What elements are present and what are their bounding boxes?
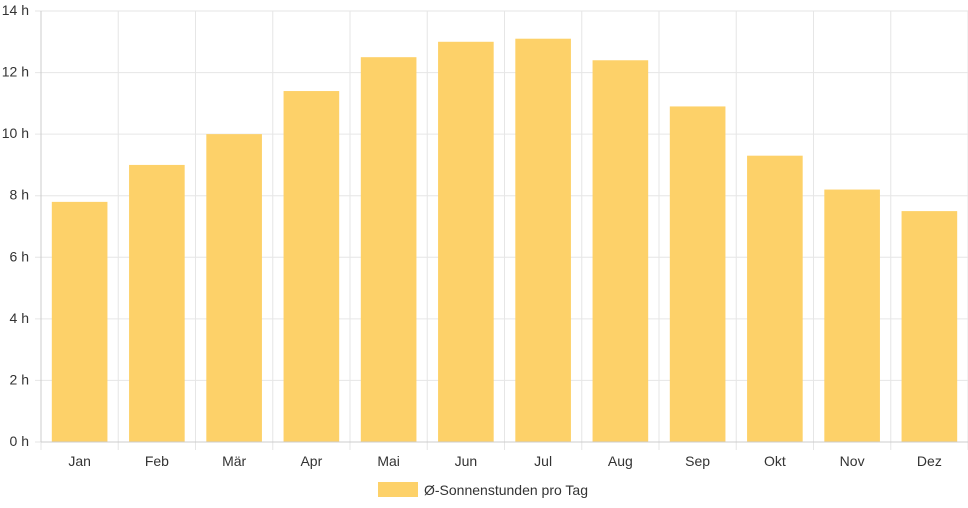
legend-label[interactable]: Ø-Sonnenstunden pro Tag <box>424 482 588 498</box>
x-tick-label: Mär <box>222 453 246 469</box>
y-tick-label: 8 h <box>10 187 29 203</box>
legend-swatch[interactable] <box>378 482 418 497</box>
bar <box>824 189 880 442</box>
bar <box>51 201 108 442</box>
bar-series <box>51 38 958 443</box>
x-tick-label: Aug <box>608 453 633 469</box>
y-tick-label: 12 h <box>2 64 29 80</box>
bar <box>206 134 262 442</box>
x-tick-label: Sep <box>685 453 710 469</box>
y-tick-label: 10 h <box>2 125 29 141</box>
bar <box>901 211 958 442</box>
x-tick-label: Jan <box>68 453 91 469</box>
x-tick-label: Feb <box>145 453 169 469</box>
bar <box>669 106 726 442</box>
x-tick-label: Mai <box>377 453 400 469</box>
x-tick-label: Okt <box>764 453 786 469</box>
x-tick-label: Nov <box>840 453 865 469</box>
y-tick-label: 14 h <box>2 2 29 18</box>
y-tick-label: 2 h <box>10 371 29 387</box>
bar <box>515 38 571 442</box>
x-tick-label: Dez <box>917 453 942 469</box>
x-tick-label: Apr <box>300 453 322 469</box>
bar <box>592 60 649 442</box>
y-tick-label: 4 h <box>10 310 29 326</box>
y-tick-label: 0 h <box>10 433 29 449</box>
bar <box>283 91 340 443</box>
y-tick-label: 6 h <box>10 248 29 264</box>
bar <box>360 57 417 443</box>
x-tick-label: Jun <box>455 453 478 469</box>
axes: 0 h 2 h 4 h 6 h 8 h 10 h 12 h 14 h Jan Feb Mär Apr M… <box>2 2 968 469</box>
bar <box>129 164 185 442</box>
bar <box>438 41 494 443</box>
grid-lines <box>35 10 968 450</box>
x-tick-label: Jul <box>534 453 552 469</box>
bar <box>747 155 803 442</box>
legend[interactable]: Ø-Sonnenstunden pro Tag <box>378 482 588 498</box>
